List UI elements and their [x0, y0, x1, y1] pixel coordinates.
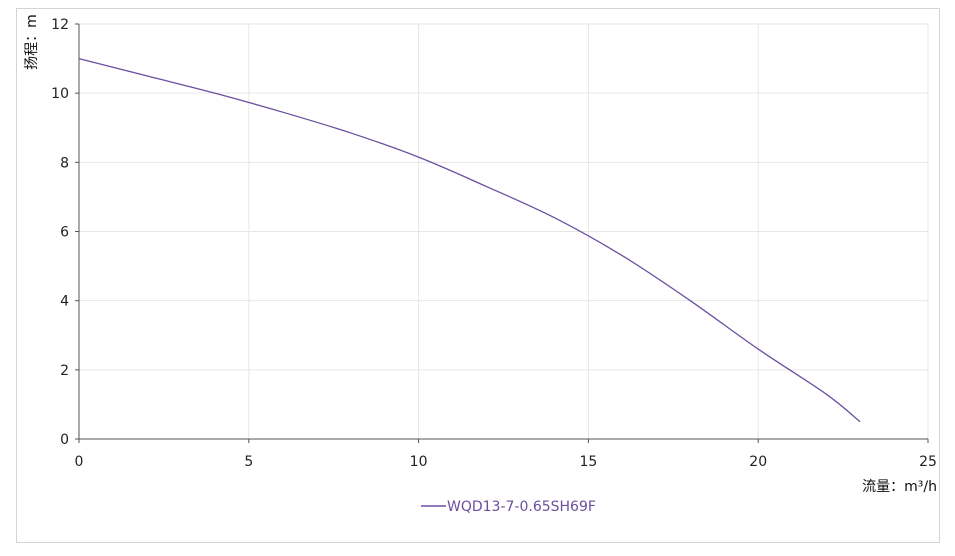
y-tick-label: 4 [60, 294, 69, 310]
x-axis-title: 流量：m³/h [862, 479, 937, 495]
chart-frame [16, 8, 940, 543]
y-tick-labels: 0 2 4 6 8 10 12 [51, 17, 79, 448]
legend: WQD13-7-0.65SH69F [421, 499, 596, 515]
legend-label: WQD13-7-0.65SH69F [447, 499, 596, 515]
x-tick-label: 15 [579, 454, 597, 470]
x-tick-label: 20 [749, 454, 767, 470]
y-tick-label: 2 [60, 363, 69, 379]
y-tick-label: 6 [60, 225, 69, 241]
x-tick-labels: 0 5 10 15 20 25 [75, 439, 937, 470]
x-tick-label: 5 [244, 454, 253, 470]
y-tick-label: 8 [60, 155, 69, 171]
series-group [78, 57, 861, 423]
y-tick-label: 12 [51, 17, 69, 33]
x-tick-label: 0 [75, 454, 84, 470]
y-axis-title: 扬程：m [24, 14, 40, 70]
series-line [78, 57, 861, 423]
y-tick-label: 10 [51, 86, 69, 102]
x-tick-label: 25 [919, 454, 937, 470]
x-tick-label: 10 [410, 454, 428, 470]
grid-lines [79, 23, 929, 439]
y-tick-label: 0 [60, 432, 69, 448]
